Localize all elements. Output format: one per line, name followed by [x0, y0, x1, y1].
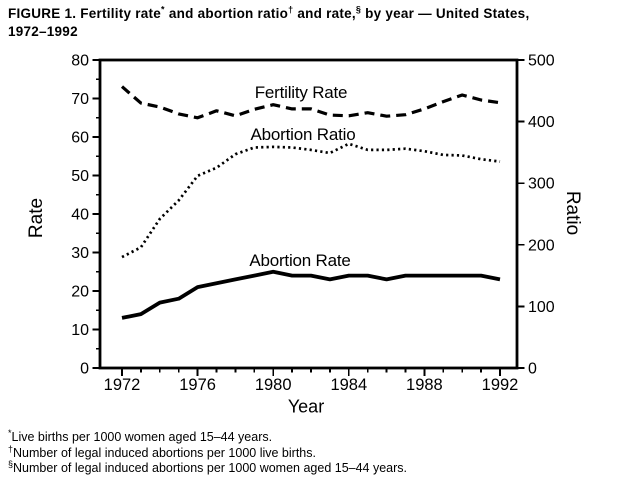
x-tick-label: 1984	[330, 376, 367, 394]
footnote-marker: *	[8, 427, 12, 438]
series-label-abortion-ratio: Abortion Ratio	[250, 125, 356, 144]
title-footnote-marker-dagger: †	[288, 4, 294, 15]
x-tick-label: 1976	[179, 376, 216, 394]
y-left-tick-label: 60	[71, 130, 89, 147]
footnotes: *Live births per 1000 women aged 15–44 y…	[8, 427, 408, 477]
y-axis-title-left: Rate	[26, 197, 47, 239]
title-text: FIGURE 1. Fertility rate	[8, 6, 162, 21]
y-right-tick-label: 400	[528, 114, 555, 131]
figure-title-line1: FIGURE 1. Fertility rate* and abortion r…	[8, 5, 626, 23]
series-label-abortion-rate: Abortion Rate	[249, 251, 351, 270]
y-right-tick-label: 300	[528, 176, 555, 193]
figure-title-line2: 1972–1992	[8, 24, 78, 39]
y-right-tick-label: 500	[528, 53, 555, 70]
plot-frame	[98, 58, 519, 370]
footnote-marker: †	[8, 443, 14, 454]
y-left-tick-label: 40	[71, 207, 89, 224]
y-left-tick-label: 20	[71, 284, 89, 301]
series-line-abortion-rate	[121, 269, 501, 320]
footnote-line: †Number of legal induced abortions per 1…	[8, 443, 407, 462]
y-right-tick-label: 0	[528, 361, 537, 378]
series-line-fertility-rate	[120, 85, 501, 120]
y-right-tick-label: 100	[528, 299, 555, 316]
series-line-abortion-ratio	[121, 142, 501, 259]
x-tick-label: 1988	[406, 376, 443, 394]
y-left-tick-label: 50	[71, 168, 89, 185]
x-tick-label: 1972	[104, 376, 141, 394]
figure-title: FIGURE 1. Fertility rate* and abortion r…	[8, 5, 626, 41]
y-right-tick-label: 200	[528, 237, 555, 254]
footnote-marker: §	[8, 458, 14, 469]
footnote-line: *Live births per 1000 women aged 15–44 y…	[8, 427, 407, 446]
y-left-tick-label: 80	[71, 53, 89, 70]
y-left-tick-label: 10	[71, 322, 89, 339]
y-left-tick-label: 30	[71, 245, 89, 262]
y-left-tick-label: 70	[71, 91, 89, 108]
series-label-fertility-rate: Fertility Rate	[254, 83, 348, 102]
title-text: and abortion ratio	[164, 6, 289, 21]
x-tick-label: 1980	[255, 376, 292, 394]
y-axis-title-right: Ratio	[562, 190, 583, 236]
title-footnote-marker-asterisk: *	[161, 4, 165, 15]
footnote-line: §Number of legal induced abortions per 1…	[8, 458, 408, 477]
x-axis-title: Year	[287, 396, 325, 417]
footnote-text: Number of legal induced abortions per 10…	[13, 445, 316, 460]
title-text: by year — United States,	[361, 6, 530, 21]
footnote-text: Live births per 1000 women aged 15–44 ye…	[11, 430, 273, 444]
y-left-tick-label: 0	[80, 361, 89, 378]
x-tick-label: 1992	[482, 376, 519, 394]
title-footnote-marker-section: §	[355, 4, 362, 15]
title-text: and rate,	[293, 6, 356, 21]
footnote-text: Number of legal induced abortions per 10…	[13, 461, 408, 475]
